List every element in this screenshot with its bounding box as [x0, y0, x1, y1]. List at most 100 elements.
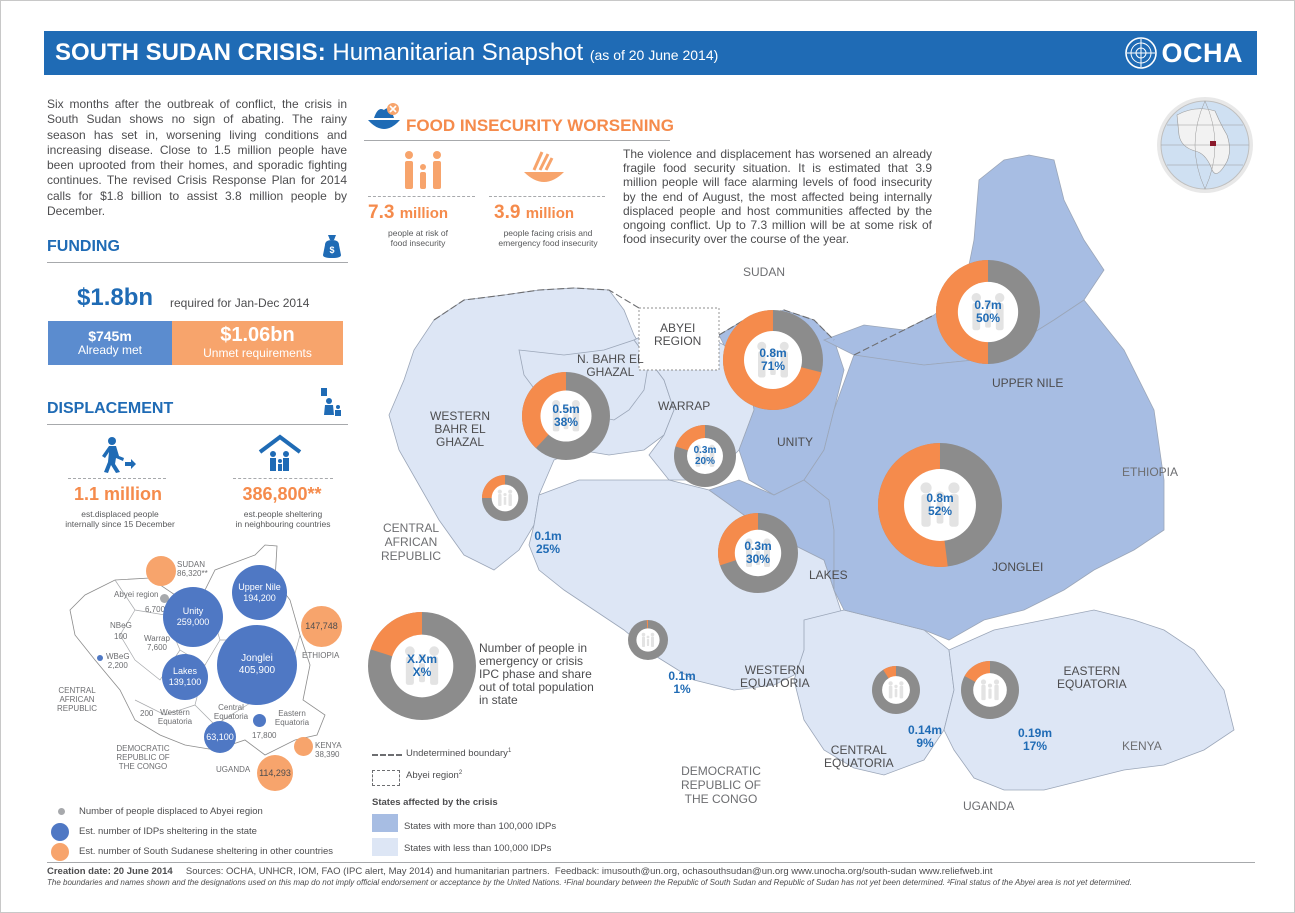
donut-wequatoria-pct: 1%: [673, 682, 691, 696]
donut-wequatoria-people: 0.1m: [668, 669, 696, 683]
label-abyei-line2: REGION: [654, 334, 702, 348]
label-cequatoria-line2: EQUATORIA: [824, 756, 894, 770]
bubble-upper-nile-name: Upper Nile: [238, 581, 281, 592]
funding-unmet-bar: $1.06bn Unmet requirements: [172, 321, 343, 365]
crisis-value: 3.9 million: [494, 202, 574, 224]
idp-value: 1.1 million: [73, 484, 163, 504]
footer-divider: [47, 862, 1255, 863]
legend-undetermined-sup: 1: [507, 748, 512, 754]
funding-divider: [47, 262, 348, 263]
footer-creation: Creation date: 20 June 2014: [47, 866, 173, 877]
bubble-sudan: [146, 556, 176, 586]
donut-upper_nile-label: 0.7m 50%: [958, 299, 1018, 325]
legend-states-title: States affected by the crisis: [372, 797, 498, 808]
footer-feedback: Feedback: imusouth@un.org, ochasouthsuda…: [554, 866, 993, 877]
header-bar: SOUTH SUDAN CRISIS: Humanitarian Snapsho…: [44, 31, 1257, 75]
donut-unity-people-icon: [757, 341, 789, 378]
donut-jonglei-people-icon: [920, 482, 960, 527]
donut-wbeg-people: 0.1m: [534, 529, 562, 543]
donut-cequatoria-people-icon: [888, 681, 904, 699]
label-country-car: CENTRAL AFRICAN REPUBLIC: [381, 521, 441, 563]
donut-nbeg-label: 0.5m 38%: [536, 403, 596, 429]
bubble-upper-nile-value: 194,200: [243, 592, 276, 603]
food-divider: [364, 140, 670, 141]
label-nbeg-line1: N. BAHR EL: [577, 352, 644, 366]
refugee-label-line2: in neighbouring countries: [235, 519, 331, 529]
label-kenya-value: 38,390: [315, 750, 340, 759]
bubble-unity: Unity 259,000: [163, 587, 223, 647]
bubble-lakes: Lakes 139,100: [162, 654, 208, 700]
bubble-upper-nile: Upper Nile 194,200: [232, 565, 287, 620]
label-state-eequatoria: EASTERN EQUATORIA: [1057, 665, 1127, 691]
risk-dash: [368, 196, 475, 197]
bubble-unity-name: Unity: [182, 606, 204, 616]
legend-less-swatch: [372, 838, 398, 856]
label-wbeg-value: 2,200: [107, 661, 128, 670]
label-state-jonglei: JONGLEI: [992, 560, 1044, 574]
label-nbeg: NBeG: [110, 621, 132, 630]
funding-required-value: $1.8bn: [77, 284, 154, 311]
title-normal: Humanitarian Snapshot: [332, 39, 584, 66]
walking-person-icon: [102, 437, 136, 473]
bubble-jonglei-value: 405,900: [238, 665, 276, 676]
label-country-sudan: SUDAN: [743, 265, 786, 279]
label-state-unity: UNITY: [777, 435, 813, 449]
donut-eequatoria: [961, 661, 1019, 719]
food-bowl-icon: [368, 103, 400, 129]
label-wbeg: WBeG 2,200: [106, 652, 130, 670]
label-abyei-value: 6,700: [145, 605, 166, 614]
label-country-drc: DEMOCRATIC REPUBLIC OF THE CONGO: [681, 764, 761, 806]
bubble-jonglei-name: Jonglei: [241, 653, 273, 664]
crisis-number: 3.9: [494, 202, 521, 223]
legend-donut-text: Number of people in emergency or crisis …: [479, 641, 594, 707]
refugee-label: est.people sheltering in neighbouring co…: [215, 509, 351, 529]
label-nbeg-value: 100: [114, 632, 128, 641]
donut-unity-label: 0.8m 71%: [743, 347, 803, 373]
donut-jonglei: [877, 443, 1002, 567]
footer-sources: Sources: OCHA, UNHCR, IOM, FAO (IPC aler…: [185, 866, 550, 877]
legend-more-swatch: [372, 814, 398, 832]
risk-label-line2: food insecurity: [390, 238, 446, 248]
bubble-kenya: [294, 737, 313, 756]
donut-lakes-people-icon: [745, 538, 771, 567]
bubble-lakes-name: Lakes: [172, 666, 198, 676]
label-drc-line1: DEMOCRATIC: [681, 764, 761, 778]
donut-upper_nile: [935, 260, 1040, 364]
donut-unity-pct: 71%: [760, 359, 786, 373]
donut-wbeg: [482, 475, 528, 521]
sheltered-family-icon: [258, 434, 302, 471]
label-state-upper-nile: UPPER NILE: [992, 376, 1064, 390]
funding-unmet-label: Unmet requirements: [203, 346, 312, 360]
donut-legend-label: X.Xm X%: [392, 653, 452, 679]
legend-abyei-text: Number of people displaced to Abyei regi…: [79, 806, 263, 817]
legend-other-dot: [51, 843, 69, 861]
legend-undetermined-text: Undetermined boundary1: [406, 748, 511, 759]
donut-warrap-pct: 20%: [694, 456, 715, 467]
label-abyei-line1: ABYEI: [659, 321, 696, 335]
bubble-ethiopia-value: 147,748: [305, 621, 338, 631]
legend-idps-text: Est. number of IDPs sheltering in the st…: [79, 826, 257, 837]
label-country-uganda: UGANDA: [963, 799, 1015, 813]
risk-unit: million: [399, 205, 449, 222]
donut-wbeg-people-icon: [497, 489, 513, 507]
funding-met-label: Already met: [77, 343, 143, 357]
risk-label: people at risk of food insecurity: [368, 228, 468, 248]
label-state-nbeg: N. BAHR EL GHAZAL: [577, 353, 644, 379]
legend-abyei-box: [372, 770, 400, 786]
funding-unmet-value: $1.06bn: [220, 324, 295, 346]
bubble-jonglei: Jonglei 405,900: [217, 625, 297, 705]
donut-upper_nile-people: 0.7m: [974, 298, 1002, 312]
donut-eequatoria-label: 0.19m 17%: [1005, 727, 1065, 753]
food-paragraph: The violence and displacement has worsen…: [623, 147, 932, 247]
label-wequatoria-value: 200: [140, 709, 154, 718]
label-kenya: KENYA 38,390: [315, 741, 342, 759]
donut-wbeg-pct: 25%: [535, 542, 561, 556]
bubble-uganda: 114,293: [257, 755, 293, 791]
donut-cequatoria-label: 0.14m 9%: [895, 724, 955, 750]
region-abyei: [638, 307, 720, 371]
donut-jonglei-label: 0.8m 52%: [910, 492, 970, 518]
label-warrap-name: Warrap: [144, 634, 170, 643]
intro-text: Six months after the outbreak of conflic…: [47, 97, 347, 219]
label-state-cequatoria: CENTRAL EQUATORIA: [824, 744, 894, 770]
donut-legend-pct: X%: [412, 665, 432, 679]
